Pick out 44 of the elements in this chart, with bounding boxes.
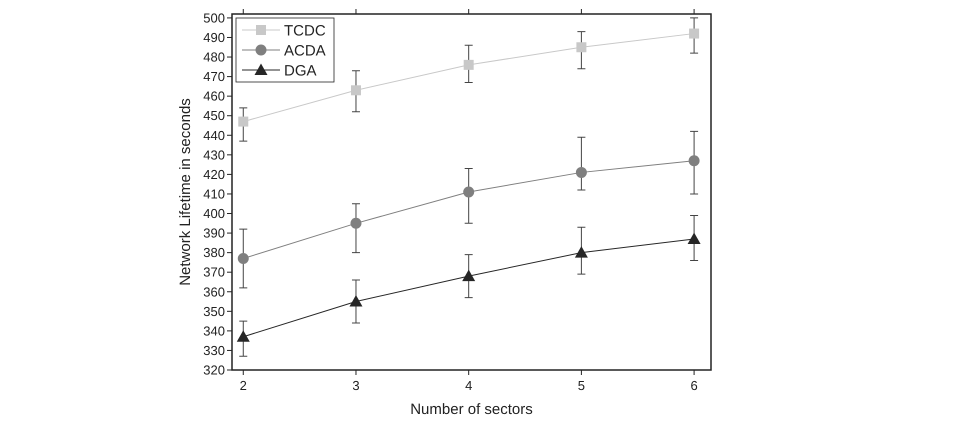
y-tick-label: 470 — [203, 69, 225, 84]
legend-label: TCDC — [284, 22, 326, 40]
x-tick-label: 6 — [690, 378, 698, 393]
point — [576, 42, 586, 52]
y-tick-label: 500 — [203, 10, 225, 26]
y-tick-label: 440 — [203, 128, 225, 143]
point — [688, 155, 700, 166]
point — [350, 85, 361, 96]
y-tick-label: 410 — [203, 186, 225, 202]
point — [689, 28, 700, 39]
y-tick-label: 370 — [203, 264, 225, 280]
y-tick-label: 490 — [203, 30, 225, 45]
x-tick-label: 4 — [465, 378, 472, 393]
y-tick-label: 460 — [203, 88, 225, 104]
point — [462, 270, 476, 282]
y-tick-label: 400 — [203, 206, 225, 222]
x-tick-label: 5 — [578, 378, 586, 393]
point — [464, 60, 474, 70]
point — [236, 330, 250, 342]
y-tick-label: 350 — [203, 304, 225, 319]
y-tick-label: 330 — [203, 342, 225, 358]
point — [688, 232, 701, 244]
y-tick-label: 430 — [203, 147, 225, 162]
point — [350, 218, 362, 229]
y-tick-label: 420 — [203, 166, 225, 182]
x-tick-label: 2 — [240, 378, 247, 393]
y-axis-title: Network Lifetime in seconds — [177, 98, 194, 286]
y-tick-label: 480 — [203, 50, 225, 65]
x-tick-label: 3 — [352, 378, 360, 393]
y-tick-label: 320 — [203, 362, 225, 378]
y-tick-label: 390 — [203, 226, 225, 241]
y-tick-label: 340 — [203, 323, 225, 338]
point — [576, 166, 587, 178]
point — [349, 295, 362, 307]
y-tick-label: 450 — [203, 108, 225, 124]
legend-label: DGA — [284, 62, 317, 80]
point — [463, 186, 474, 198]
point — [238, 116, 248, 127]
y-tick-label: 360 — [203, 284, 225, 300]
x-axis-title: Number of sectors — [410, 401, 533, 418]
y-tick-label: 380 — [203, 245, 225, 260]
point — [574, 246, 588, 258]
point — [238, 253, 249, 264]
legend-label: ACDA — [284, 42, 326, 60]
